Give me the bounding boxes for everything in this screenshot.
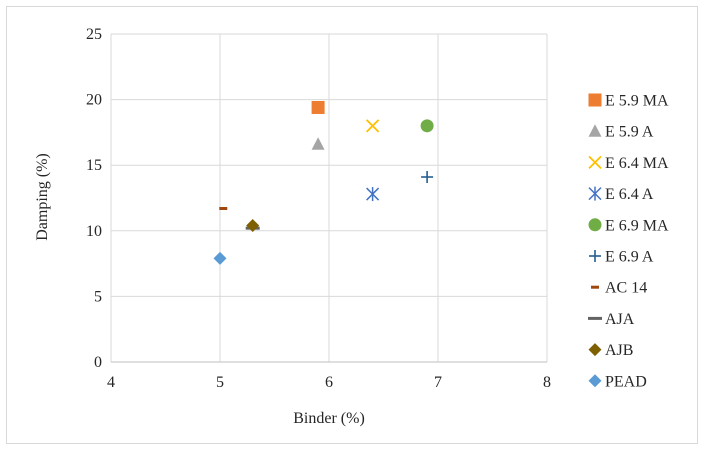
x-tick-label: 6 bbox=[325, 374, 333, 391]
y-tick-label: 25 bbox=[86, 26, 102, 43]
legend-item: AJB bbox=[588, 342, 633, 359]
legend-marker bbox=[588, 93, 602, 107]
x-axis-label: Binder (%) bbox=[293, 410, 365, 427]
legend-item: E 6.9 A bbox=[589, 249, 654, 266]
legend-label: AJA bbox=[605, 311, 635, 328]
y-tick-label: 0 bbox=[94, 354, 102, 371]
data-point-1 bbox=[311, 137, 325, 150]
data-point-9 bbox=[213, 251, 227, 265]
legend-label: AC 14 bbox=[605, 280, 647, 297]
y-tick-label: 5 bbox=[94, 288, 102, 305]
gridlines bbox=[110, 33, 548, 363]
data-point-3 bbox=[366, 187, 380, 202]
data-point-6 bbox=[219, 206, 228, 210]
legend-marker bbox=[588, 343, 602, 357]
legend-label: E 5.9 MA bbox=[605, 93, 669, 110]
legend-item: E 6.4 MA bbox=[588, 155, 669, 172]
legend-marker bbox=[588, 186, 602, 201]
legend-item: E 5.9 MA bbox=[588, 93, 669, 110]
legend-marker bbox=[589, 250, 601, 262]
legend-label: E 6.9 A bbox=[605, 249, 654, 266]
legend-marker bbox=[588, 218, 602, 232]
scatter-chart: 4 5 6 7 8 0 5 10 15 20 25 Binder (%) Damping (%) E… bbox=[34, 26, 669, 427]
legend-label: E 5.9 A bbox=[605, 124, 654, 141]
legend: E 5.9 MA E 5.9 A E 6.4 MA E 6.4 A E 6.9 MA E … bbox=[588, 93, 669, 390]
legend-marker bbox=[588, 316, 602, 320]
legend-item: PEAD bbox=[588, 373, 647, 390]
legend-label: AJB bbox=[605, 342, 633, 359]
x-tick-label: 8 bbox=[543, 374, 551, 391]
legend-item: AC 14 bbox=[591, 280, 647, 297]
data-point-8 bbox=[246, 219, 260, 233]
legend-label: PEAD bbox=[605, 373, 647, 390]
x-tick-label: 7 bbox=[434, 374, 442, 391]
chart-area: 4 5 6 7 8 0 5 10 15 20 25 Binder (%) Damping (%) E… bbox=[6, 6, 698, 444]
legend-marker bbox=[588, 124, 602, 137]
legend-label: E 6.9 MA bbox=[605, 217, 669, 234]
legend-marker bbox=[588, 374, 602, 388]
y-tick-label: 10 bbox=[86, 223, 102, 240]
data-point-0 bbox=[311, 100, 325, 114]
tick-labels: 4 5 6 7 8 0 5 10 15 20 25 bbox=[86, 26, 551, 391]
data-point-4 bbox=[420, 119, 434, 133]
legend-item: AJA bbox=[588, 311, 635, 328]
x-tick-label: 4 bbox=[107, 374, 115, 391]
legend-label: E 6.4 A bbox=[605, 186, 654, 203]
y-axis-label: Damping (%) bbox=[34, 153, 51, 241]
legend-marker bbox=[588, 155, 602, 170]
x-tick-label: 5 bbox=[216, 374, 224, 391]
legend-item: E 6.4 A bbox=[588, 186, 654, 203]
y-tick-label: 20 bbox=[86, 92, 102, 109]
data-point-2 bbox=[365, 119, 380, 133]
legend-label: E 6.4 MA bbox=[605, 155, 669, 172]
legend-marker bbox=[591, 285, 599, 289]
data-points bbox=[213, 100, 434, 265]
y-tick-label: 15 bbox=[86, 157, 102, 174]
legend-item: E 5.9 A bbox=[588, 124, 654, 141]
data-point-5 bbox=[421, 171, 434, 184]
legend-item: E 6.9 MA bbox=[588, 217, 669, 234]
